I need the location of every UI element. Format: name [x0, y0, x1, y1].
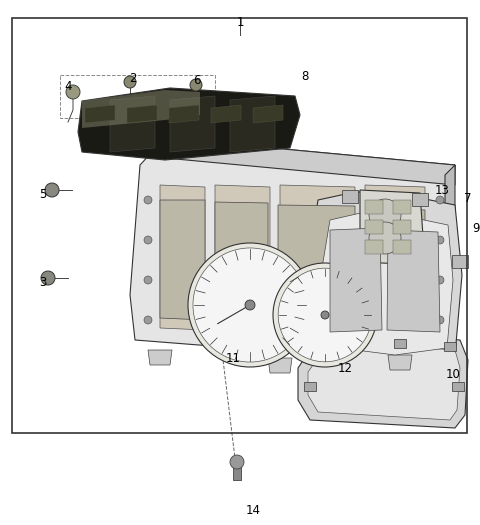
Polygon shape — [334, 345, 346, 354]
Polygon shape — [165, 138, 455, 185]
Circle shape — [193, 248, 307, 362]
Polygon shape — [452, 255, 468, 268]
Text: 8: 8 — [301, 70, 309, 83]
Polygon shape — [322, 212, 453, 355]
Circle shape — [66, 85, 80, 99]
Polygon shape — [330, 228, 382, 332]
Polygon shape — [342, 190, 358, 203]
Polygon shape — [365, 208, 425, 322]
Text: 13: 13 — [434, 184, 449, 196]
Polygon shape — [387, 230, 440, 332]
Text: 4: 4 — [64, 80, 72, 93]
Polygon shape — [365, 220, 383, 234]
Polygon shape — [130, 138, 455, 360]
Polygon shape — [393, 240, 411, 254]
Circle shape — [144, 276, 152, 284]
Polygon shape — [253, 105, 283, 123]
Circle shape — [124, 76, 136, 88]
Polygon shape — [170, 96, 215, 152]
Circle shape — [245, 300, 255, 310]
Circle shape — [41, 271, 55, 285]
Polygon shape — [452, 382, 464, 391]
Polygon shape — [160, 185, 205, 330]
Text: 9: 9 — [472, 222, 480, 235]
Polygon shape — [211, 105, 241, 123]
Polygon shape — [233, 466, 241, 480]
Circle shape — [188, 243, 312, 367]
Circle shape — [436, 196, 444, 204]
Text: 7: 7 — [464, 192, 472, 205]
Polygon shape — [444, 342, 456, 351]
Polygon shape — [160, 200, 205, 320]
Text: 2: 2 — [129, 71, 137, 85]
Polygon shape — [82, 90, 200, 128]
Circle shape — [369, 199, 401, 231]
Text: 14: 14 — [245, 503, 261, 517]
Polygon shape — [110, 96, 155, 152]
Bar — [12, 18, 467, 433]
Text: 11: 11 — [226, 352, 240, 364]
Polygon shape — [169, 105, 199, 123]
Polygon shape — [360, 190, 425, 265]
Text: 5: 5 — [39, 188, 47, 202]
Polygon shape — [148, 350, 172, 365]
Polygon shape — [280, 185, 355, 330]
Text: 12: 12 — [337, 362, 352, 374]
Polygon shape — [365, 200, 383, 214]
Circle shape — [230, 455, 244, 469]
Circle shape — [45, 183, 59, 197]
Polygon shape — [445, 165, 455, 285]
Polygon shape — [393, 200, 411, 214]
Polygon shape — [268, 358, 292, 373]
Circle shape — [436, 276, 444, 284]
Polygon shape — [394, 339, 406, 348]
Polygon shape — [78, 88, 300, 160]
Polygon shape — [215, 185, 270, 330]
Polygon shape — [85, 105, 115, 123]
Circle shape — [190, 79, 202, 91]
Polygon shape — [127, 105, 157, 123]
Text: 6: 6 — [193, 74, 201, 87]
Polygon shape — [308, 192, 462, 365]
Text: 10: 10 — [445, 369, 460, 382]
Polygon shape — [215, 202, 268, 318]
Circle shape — [436, 236, 444, 244]
Polygon shape — [304, 382, 316, 391]
Circle shape — [369, 222, 401, 254]
Circle shape — [436, 316, 444, 324]
Polygon shape — [388, 355, 412, 370]
Polygon shape — [365, 240, 383, 254]
Polygon shape — [308, 342, 460, 420]
Text: 1: 1 — [236, 16, 244, 28]
Polygon shape — [365, 185, 425, 330]
Polygon shape — [298, 330, 468, 428]
Circle shape — [144, 196, 152, 204]
Polygon shape — [412, 193, 428, 206]
Circle shape — [144, 316, 152, 324]
Polygon shape — [230, 96, 275, 152]
Polygon shape — [393, 220, 411, 234]
Circle shape — [144, 236, 152, 244]
Text: 3: 3 — [39, 276, 47, 289]
Circle shape — [321, 311, 329, 319]
Polygon shape — [278, 205, 355, 320]
Circle shape — [278, 268, 372, 362]
Circle shape — [273, 263, 377, 367]
